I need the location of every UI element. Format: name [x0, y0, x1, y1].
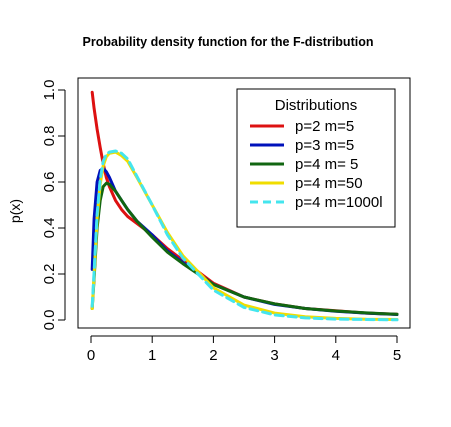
legend-title: Distributions: [275, 97, 358, 114]
y-axis: 0.0 0.2 0.4 0.6 0.8 1.0: [41, 80, 66, 331]
legend: Distributions p=2 m=5 p=3 m=5 p=4 m= 5 p=4 …: [236, 88, 396, 228]
y-axis-label: p(x): [7, 199, 23, 223]
x-tick-label: 3: [270, 347, 278, 364]
x-tick-label: 4: [332, 347, 340, 364]
legend-label-1: p=2 m=5: [295, 118, 354, 135]
x-tick-label: 0: [87, 347, 95, 364]
x-tick-label: 2: [209, 347, 217, 364]
y-tick-label: 0.4: [41, 218, 58, 239]
y-tick-label: 1.0: [41, 80, 58, 101]
legend-label-5: p=4 m=1000l: [295, 194, 383, 211]
legend-label-2: p=3 m=5: [295, 137, 354, 154]
legend-label-4: p=4 m=50: [295, 175, 363, 192]
y-tick-label: 0.0: [41, 310, 58, 331]
legend-items: p=2 m=5 p=3 m=5 p=4 m= 5 p=4 m=50 p=4 m=1000…: [250, 118, 383, 211]
x-axis: 0 1 2 3 4 5: [87, 335, 401, 364]
series-layer: [90, 90, 399, 322]
x-tick-label: 1: [148, 347, 156, 364]
x-tick-label: 5: [393, 347, 401, 364]
legend-box: [236, 88, 396, 228]
series-line-3: [90, 181, 399, 316]
legend-label-3: p=4 m= 5: [295, 156, 358, 173]
series-line-5: [90, 149, 399, 322]
y-tick-label: 0.2: [41, 264, 58, 285]
chart-title: Probability density function for the F-d…: [83, 35, 374, 49]
y-tick-label: 0.6: [41, 172, 58, 193]
plot-frame: [77, 77, 411, 329]
y-tick-label: 0.8: [41, 126, 58, 147]
